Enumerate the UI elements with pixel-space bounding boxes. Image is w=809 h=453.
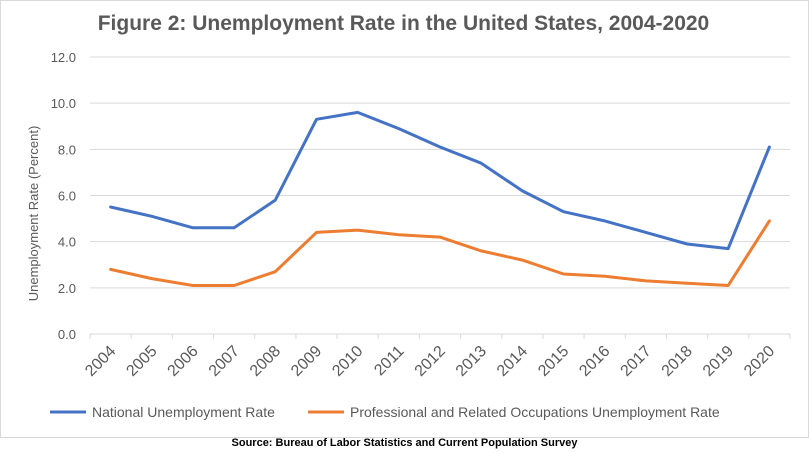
- x-tick-label: 2004: [82, 343, 119, 380]
- legend-label: Professional and Related Occupations Une…: [350, 404, 720, 420]
- y-tick-label: 8.0: [58, 142, 76, 157]
- y-axis-title: Unemployment Rate (Percent): [26, 126, 41, 302]
- source-note: Source: Bureau of Labor Statistics and C…: [231, 437, 578, 449]
- x-tick-label: 2016: [576, 343, 613, 380]
- y-tick-label: 12.0: [51, 50, 76, 65]
- x-tick-label: 2018: [659, 343, 696, 380]
- series-line-national: [109, 110, 771, 251]
- x-tick-label: 2011: [371, 343, 407, 379]
- y-tick-label: 0.0: [58, 327, 76, 342]
- x-tick-label: 2013: [453, 343, 490, 380]
- x-tick-label: 2005: [123, 343, 160, 380]
- chart-frame: [0, 0, 809, 438]
- series-line-professional: [109, 219, 771, 287]
- x-tick-label: 2019: [700, 343, 737, 380]
- x-tick-label: 2009: [288, 343, 325, 380]
- x-tick-label: 2007: [206, 343, 243, 380]
- x-tick-label: 2012: [412, 343, 449, 380]
- legend-label: National Unemployment Rate: [92, 404, 275, 420]
- x-tick-label: 2014: [494, 343, 531, 380]
- x-tick-label: 2006: [165, 343, 202, 380]
- y-tick-label: 2.0: [58, 281, 76, 296]
- x-tick-label: 2008: [247, 343, 284, 380]
- x-tick-label: 2015: [535, 343, 572, 380]
- x-tick-label: 2010: [329, 343, 366, 380]
- x-tick-label: 2017: [618, 343, 655, 380]
- y-tick-label: 10.0: [51, 96, 76, 111]
- chart-title: Figure 2: Unemployment Rate in the Unite…: [97, 12, 710, 35]
- y-tick-label: 4.0: [58, 235, 76, 250]
- y-tick-label: 6.0: [58, 189, 76, 204]
- x-tick-label: 2020: [741, 343, 778, 380]
